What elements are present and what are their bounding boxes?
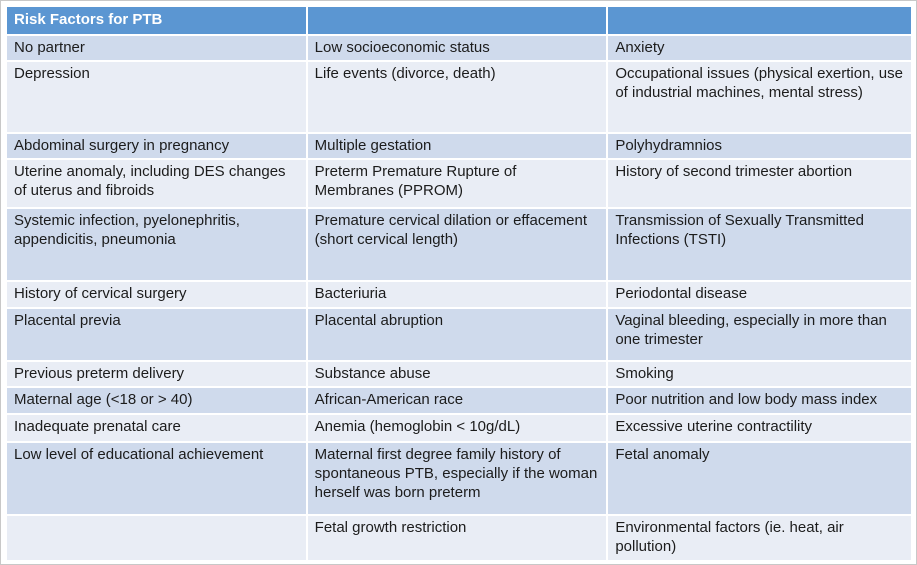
table-cell: Fetal anomaly: [608, 443, 911, 514]
table-row: No partner Low socioeconomic status Anxiet…: [7, 36, 911, 60]
table-cell: Transmission of Sexually Transmitted Inf…: [608, 209, 911, 280]
table-cell: Fetal growth restriction: [307, 516, 607, 560]
table-cell: Periodontal disease: [608, 282, 911, 307]
table-cell: Environmental factors (ie. heat, air pol…: [608, 516, 911, 560]
table-cell: Smoking: [608, 362, 911, 386]
table-header-cell-empty: [608, 7, 911, 34]
table-row: Placental previa Placental abruption Vagin…: [7, 309, 911, 360]
table-row: Depression Life events (divorce, death) Oc…: [7, 62, 911, 132]
table-row: Previous preterm delivery Substance abuse…: [7, 362, 911, 386]
table-cell: Life events (divorce, death): [307, 62, 607, 132]
table-cell: [7, 516, 306, 560]
table-row: History of cervical surgery Bacteriuria Pe…: [7, 282, 911, 307]
table-cell: Anxiety: [608, 36, 911, 60]
table-row: Inadequate prenatal care Anemia (hemoglob…: [7, 415, 911, 441]
table-cell: Inadequate prenatal care: [7, 415, 306, 441]
table-header-row: Risk Factors for PTB: [7, 7, 911, 34]
table-cell: Systemic infection, pyelonephritis, appe…: [7, 209, 306, 280]
table-row: Maternal age (<18 or > 40) African-Americ…: [7, 388, 911, 413]
table-cell: Bacteriuria: [307, 282, 607, 307]
table-row: Abdominal surgery in pregnancy Multiple g…: [7, 134, 911, 158]
table-cell: Maternal age (<18 or > 40): [7, 388, 306, 413]
risk-factors-table: Risk Factors for PTB No partner Low socio…: [5, 5, 913, 562]
table-cell: Placental previa: [7, 309, 306, 360]
table-body: No partner Low socioeconomic status Anxiet…: [7, 36, 911, 560]
table-cell: Substance abuse: [307, 362, 607, 386]
table-cell: Maternal first degree family history of …: [307, 443, 607, 514]
table-cell: Uterine anomaly, including DES changes o…: [7, 160, 306, 207]
table-cell: History of cervical surgery: [7, 282, 306, 307]
table-cell: Multiple gestation: [307, 134, 607, 158]
table-cell: Occupational issues (physical exertion, …: [608, 62, 911, 132]
table-header-cell-empty: [307, 7, 607, 34]
table-cell: Previous preterm delivery: [7, 362, 306, 386]
table-cell: History of second trimester abortion: [608, 160, 911, 207]
table-cell: Abdominal surgery in pregnancy: [7, 134, 306, 158]
table-cell: Low level of educational achievement: [7, 443, 306, 514]
table-cell: Premature cervical dilation or effacemen…: [307, 209, 607, 280]
table-cell: Excessive uterine contractility: [608, 415, 911, 441]
table-cell: African-American race: [307, 388, 607, 413]
table-cell: Vaginal bleeding, especially in more tha…: [608, 309, 911, 360]
table-cell: Preterm Premature Rupture of Membranes (…: [307, 160, 607, 207]
table-cell: Anemia (hemoglobin < 10g/dL): [307, 415, 607, 441]
table-cell: Placental abruption: [307, 309, 607, 360]
table-cell: Polyhydramnios: [608, 134, 911, 158]
table-cell: Low socioeconomic status: [307, 36, 607, 60]
table-row: Systemic infection, pyelonephritis, appe…: [7, 209, 911, 280]
table-row: Low level of educational achievement Mate…: [7, 443, 911, 514]
table-row: Fetal growth restriction Environmental fa…: [7, 516, 911, 560]
table-cell: Depression: [7, 62, 306, 132]
table-cell: No partner: [7, 36, 306, 60]
table-cell: Poor nutrition and low body mass index: [608, 388, 911, 413]
table-title-cell: Risk Factors for PTB: [7, 7, 306, 34]
table-row: Uterine anomaly, including DES changes o…: [7, 160, 911, 207]
